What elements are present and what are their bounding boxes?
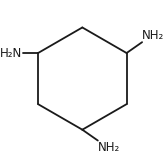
Text: NH₂: NH₂ — [142, 29, 164, 42]
Text: NH₂: NH₂ — [98, 140, 120, 154]
Text: H₂N: H₂N — [0, 46, 23, 60]
